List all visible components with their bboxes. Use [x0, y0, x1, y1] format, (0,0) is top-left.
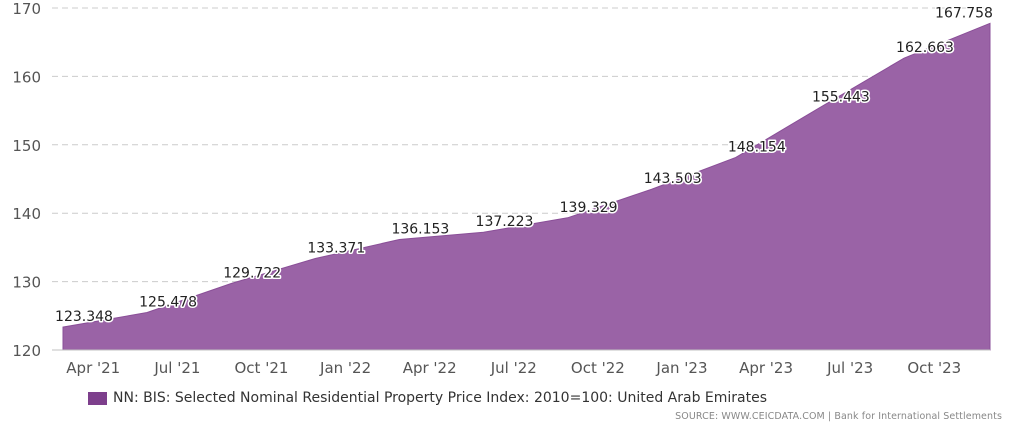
x-tick-label: Apr '23	[739, 359, 793, 377]
legend-swatch	[88, 391, 107, 405]
x-tick-label: Jan '23	[655, 359, 707, 377]
x-tick-label: Jul '22	[490, 359, 537, 377]
data-label: 137.223	[476, 214, 534, 230]
y-tick-label: 130	[12, 274, 41, 292]
data-label: 133.371	[307, 241, 365, 257]
y-tick-label: 140	[12, 205, 41, 223]
x-tick-label: Apr '21	[66, 359, 120, 377]
y-tick-label: 160	[12, 68, 41, 86]
y-tick-label: 120	[12, 342, 41, 360]
data-label: 167.758	[935, 5, 993, 21]
x-tick-label: Jul '23	[826, 359, 873, 377]
data-label: 143.503	[644, 171, 702, 187]
x-tick-label: Oct '22	[571, 359, 625, 377]
data-label: 129.722	[223, 266, 281, 282]
y-tick-label: 170	[12, 0, 41, 18]
source-note: SOURCE: WWW.CEICDATA.COM | Bank for Inte…	[675, 411, 1002, 422]
x-tick-label: Jan '22	[319, 359, 371, 377]
data-label: 162.663	[896, 40, 954, 56]
legend[interactable]: NN: BIS: Selected Nominal Residential Pr…	[88, 390, 767, 406]
area-series	[62, 22, 991, 351]
data-label: 139.329	[560, 200, 618, 216]
x-tick-label: Apr '22	[403, 359, 457, 377]
legend-label: NN: BIS: Selected Nominal Residential Pr…	[113, 390, 768, 406]
area-chart: 120 130 140 150 160 170 Apr '21 Jul '21 Oct '21 J…	[12, 0, 994, 377]
data-label: 136.153	[391, 222, 449, 238]
x-tick-label: Oct '23	[907, 359, 961, 377]
data-label: 123.348	[55, 309, 113, 325]
data-label: 155.443	[812, 90, 870, 106]
data-label: 125.478	[139, 295, 197, 311]
x-tick-label: Jul '21	[153, 359, 200, 377]
x-tick-label: Oct '21	[235, 359, 289, 377]
data-label: 148.154	[728, 139, 786, 155]
y-tick-label: 150	[12, 137, 41, 155]
